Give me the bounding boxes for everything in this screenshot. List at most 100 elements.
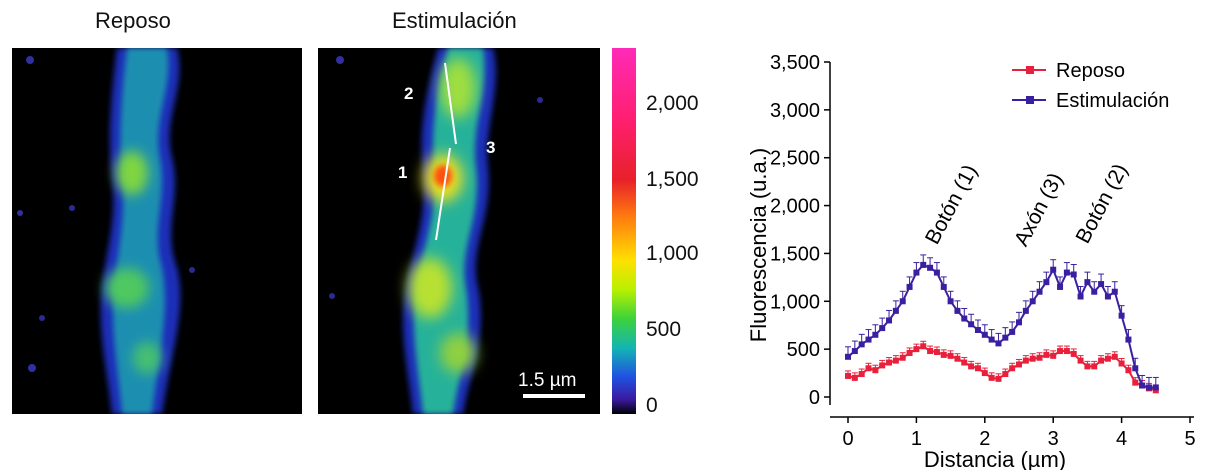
estimulacion-image: 2 3 1 1.5 µm: [318, 48, 600, 414]
y-tick-label: 500: [787, 339, 820, 361]
data-point: [892, 357, 899, 364]
data-point: [1029, 298, 1036, 305]
chart-annotations: Botón (1) Axón (3) Botón (2): [921, 160, 1132, 250]
data-point: [1125, 367, 1132, 374]
data-point: [981, 331, 988, 338]
data-point: [845, 353, 851, 360]
data-point: [968, 363, 975, 370]
y-tick-label: 0: [809, 387, 820, 409]
y-tick-label: 2,500: [770, 148, 820, 170]
data-point: [1016, 361, 1022, 368]
data-point: [1022, 357, 1029, 364]
colorbar-tick: 500: [646, 318, 682, 341]
data-point: [1063, 348, 1070, 355]
data-point: [988, 336, 995, 343]
data-point: [1104, 293, 1111, 300]
data-point: [947, 352, 954, 359]
data-point: [1077, 357, 1084, 364]
data-point: [913, 346, 920, 353]
legend-label: Estimulación: [1056, 90, 1169, 112]
data-point: [1091, 288, 1098, 295]
data-point: [1043, 279, 1050, 286]
data-point: [995, 375, 1002, 382]
data-point: [933, 349, 940, 356]
data-point: [974, 327, 981, 333]
data-point: [988, 374, 995, 381]
series-reposo: [845, 340, 1159, 394]
data-point: [1132, 379, 1139, 386]
series-estimulacion: [845, 254, 1159, 391]
data-point: [1043, 351, 1050, 358]
data-point: [1002, 371, 1009, 378]
data-point: [961, 359, 968, 366]
data-point: [865, 336, 872, 343]
data-point: [1111, 288, 1118, 295]
data-point: [1022, 307, 1029, 314]
x-tick-label: 0: [842, 428, 853, 450]
chart-series: [845, 254, 1159, 394]
data-point: [879, 362, 886, 369]
data-point: [1077, 293, 1084, 300]
data-point: [995, 340, 1002, 347]
data-point: [858, 371, 865, 378]
data-point: [892, 307, 899, 314]
data-point: [913, 269, 920, 276]
data-point: [947, 298, 954, 305]
data-point: [940, 351, 947, 358]
reposo-image-art: [17, 48, 195, 414]
data-point: [1057, 348, 1064, 355]
data-point: [974, 365, 981, 372]
colorbar-tick: 2,000: [646, 92, 699, 115]
data-point: [1084, 363, 1091, 370]
point-label-3: 3: [486, 138, 496, 157]
right-panel-title: Estimulación: [392, 8, 517, 33]
scale-bar-label: 1.5 µm: [518, 370, 577, 391]
x-tick-label: 3: [1048, 428, 1059, 450]
data-point: [1118, 360, 1125, 367]
data-point: [1098, 357, 1105, 364]
y-tick-label: 2,000: [770, 196, 820, 218]
data-point: [858, 341, 865, 348]
data-point: [1139, 382, 1146, 389]
chart-axes: 0 500 1,000 1,500 2,000 2,500 3,000 3,500 0 1 2 3 4 5: [770, 52, 1196, 450]
data-point: [1070, 350, 1077, 357]
data-point: [968, 321, 975, 328]
x-tick-label: 4: [1116, 428, 1127, 450]
estimulacion-image-art: [329, 48, 585, 414]
data-point: [1036, 288, 1043, 295]
data-point: [886, 317, 893, 324]
series-line: [847, 263, 1156, 389]
x-tick-label: 2: [979, 428, 990, 450]
data-point: [1152, 384, 1159, 391]
data-point: [954, 307, 961, 314]
data-point: [940, 283, 947, 290]
data-point: [1050, 266, 1057, 273]
x-axis-label: Distancia (µm): [924, 447, 1066, 470]
chart-legend: Reposo Estimulación: [1012, 60, 1169, 112]
data-point: [1084, 279, 1091, 286]
legend-marker: [1026, 66, 1034, 74]
data-point: [1070, 271, 1077, 278]
peak-annotation: Botón (1): [921, 161, 982, 248]
x-tick-label: 1: [911, 428, 922, 450]
data-point: [1125, 336, 1132, 343]
data-point: [845, 372, 851, 379]
peak-annotation: Axón (3): [1010, 169, 1068, 250]
colorbar-tick: 0: [646, 394, 658, 417]
y-axis-label: Fluorescencia (u.a.): [746, 148, 771, 342]
data-point: [1132, 365, 1139, 372]
data-point: [865, 365, 872, 372]
data-point: [954, 355, 961, 362]
data-point: [1009, 328, 1016, 335]
data-point: [1111, 353, 1118, 360]
data-point: [1098, 281, 1105, 288]
reposo-image: [12, 48, 302, 414]
data-point: [899, 354, 906, 361]
colorbar-tick: 1,000: [646, 242, 699, 265]
data-point: [1029, 355, 1036, 362]
data-point: [1104, 355, 1111, 362]
data-point: [1063, 269, 1070, 276]
data-point: [981, 370, 988, 377]
data-point: [906, 349, 913, 356]
data-point: [1036, 354, 1043, 361]
